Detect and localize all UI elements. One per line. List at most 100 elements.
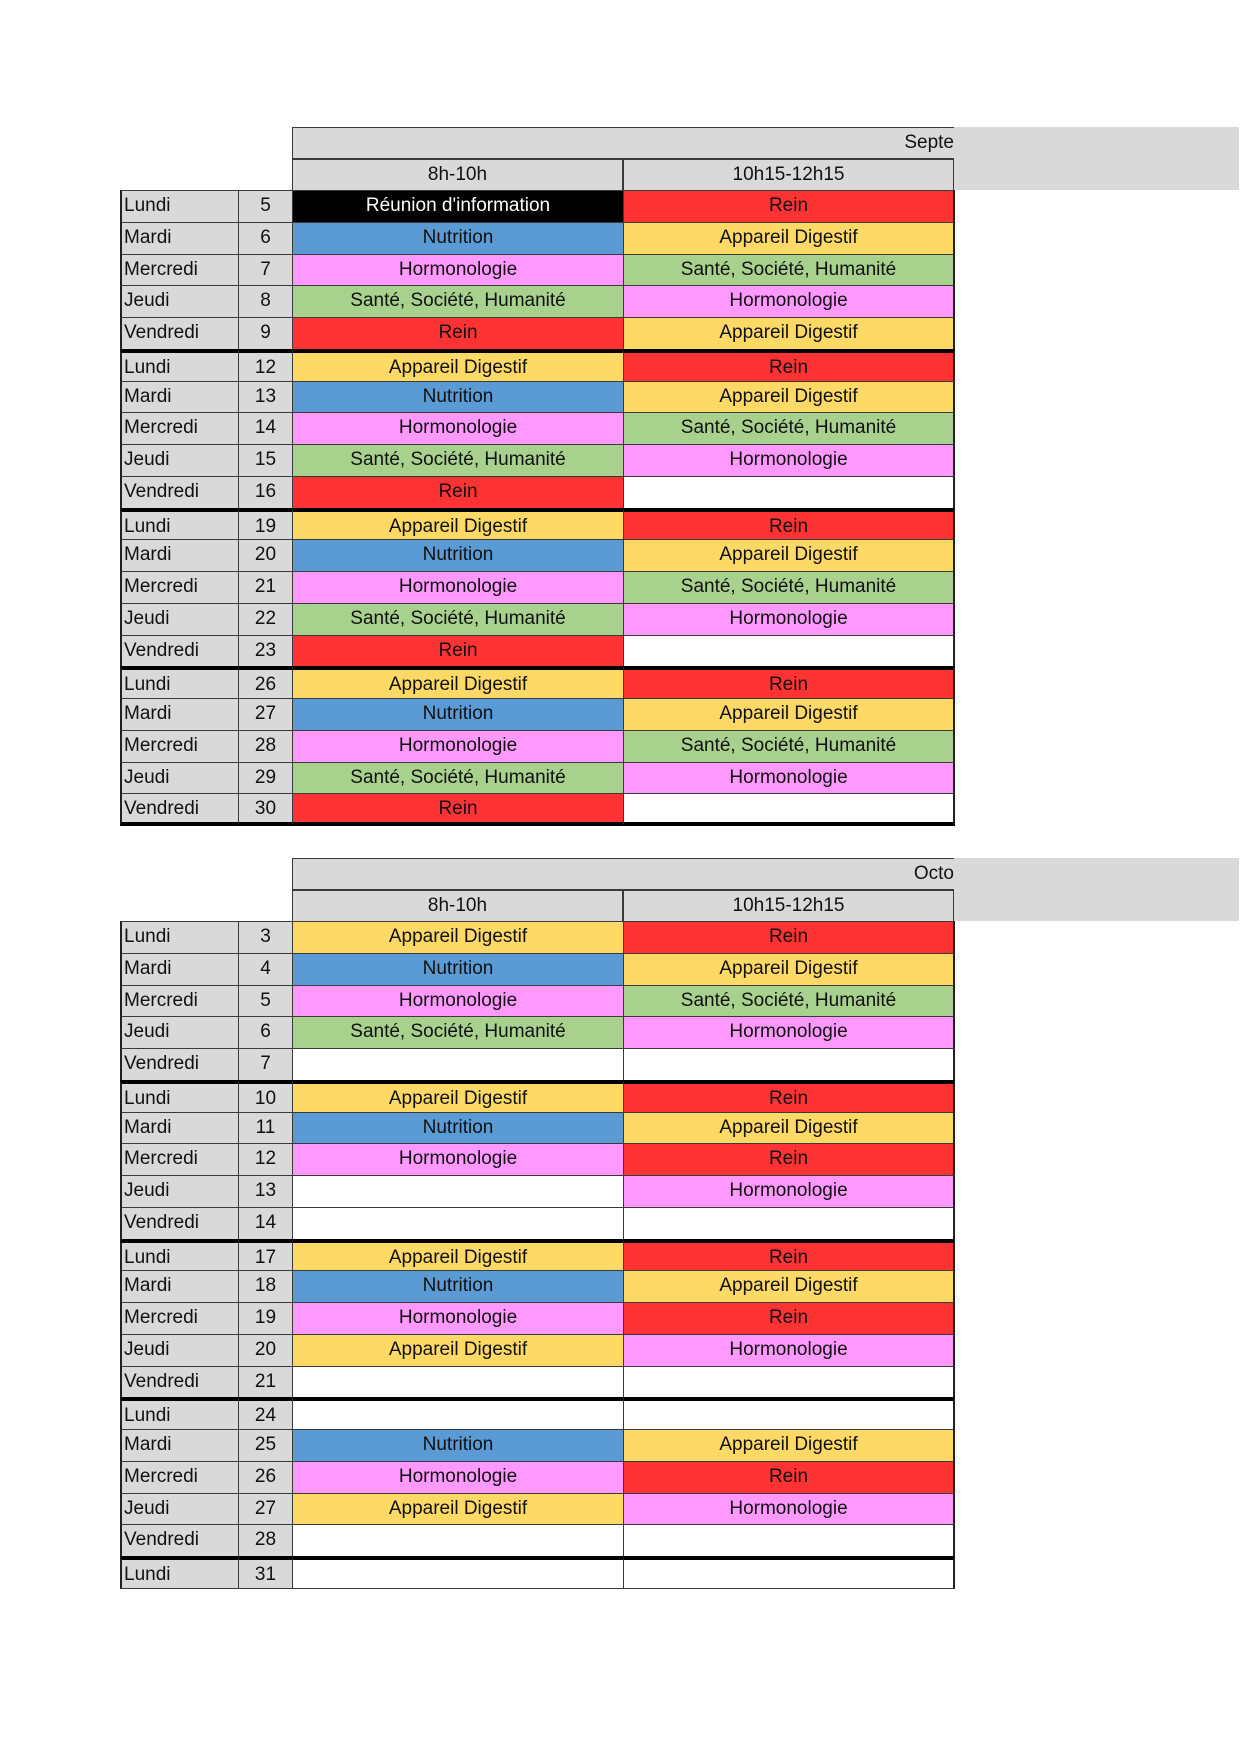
day-number: 3 — [238, 921, 293, 954]
day-name: Jeudi — [120, 761, 239, 795]
course-cell — [623, 634, 955, 668]
course-cell: Appareil Digestif — [623, 221, 955, 255]
day-number: 7 — [238, 253, 293, 287]
course-cell — [623, 1206, 955, 1240]
day-name: Mardi — [120, 698, 239, 731]
course-cell — [292, 1365, 624, 1399]
course-cell: Appareil Digestif — [292, 1333, 624, 1367]
course-cell: Santé, Société, Humanité — [292, 1016, 624, 1049]
course-cell: Santé, Société, Humanité — [292, 444, 624, 477]
course-cell: Appareil Digestif — [292, 507, 624, 541]
day-name: Lundi — [120, 348, 239, 382]
day-name: Jeudi — [120, 1492, 239, 1526]
course-cell: Rein — [292, 475, 624, 509]
course-cell: Hormonologie — [292, 1460, 624, 1494]
day-number: 20 — [238, 1333, 293, 1367]
course-cell: Appareil Digestif — [623, 1429, 955, 1462]
day-name: Mercredi — [120, 1302, 239, 1335]
month-title: Septe — [292, 127, 954, 159]
day-name: Mardi — [120, 1111, 239, 1145]
day-number: 20 — [238, 539, 293, 572]
course-cell: Rein — [623, 507, 955, 541]
day-name: Vendredi — [120, 1524, 239, 1557]
course-cell — [292, 1048, 624, 1081]
course-cell: Santé, Société, Humanité — [623, 729, 955, 763]
course-cell — [292, 1206, 624, 1240]
course-cell: Nutrition — [292, 1111, 624, 1145]
course-cell: Hormonologie — [623, 285, 955, 318]
day-number: 21 — [238, 1365, 293, 1399]
course-cell: Rein — [292, 634, 624, 668]
month-title: Octo — [292, 858, 954, 890]
day-number: 10 — [238, 1079, 293, 1113]
day-number: 7 — [238, 1048, 293, 1081]
day-name: Jeudi — [120, 602, 239, 636]
course-cell: Nutrition — [292, 952, 624, 986]
course-cell: Nutrition — [292, 1429, 624, 1462]
course-cell: Hormonologie — [292, 1302, 624, 1335]
day-name: Lundi — [120, 921, 239, 954]
day-number: 8 — [238, 285, 293, 318]
day-number: 28 — [238, 1524, 293, 1557]
day-name: Vendredi — [120, 1048, 239, 1081]
course-cell: Santé, Société, Humanité — [623, 984, 955, 1018]
day-number: 25 — [238, 1429, 293, 1462]
course-cell: Rein — [623, 1143, 955, 1176]
course-cell: Appareil Digestif — [623, 952, 955, 986]
day-name: Mercredi — [120, 1460, 239, 1494]
course-cell: Rein — [623, 348, 955, 382]
course-cell: Appareil Digestif — [623, 380, 955, 414]
day-number: 27 — [238, 1492, 293, 1526]
header-extension — [954, 858, 1239, 921]
course-cell: Appareil Digestif — [292, 666, 624, 699]
course-cell — [292, 1556, 624, 1589]
course-cell: Santé, Société, Humanité — [292, 285, 624, 318]
course-cell: Hormonologie — [623, 1175, 955, 1208]
course-cell: Rein — [292, 317, 624, 350]
day-name: Jeudi — [120, 1333, 239, 1367]
header-extension — [954, 127, 1239, 190]
course-cell: Appareil Digestif — [623, 698, 955, 731]
course-cell: Santé, Société, Humanité — [623, 253, 955, 287]
day-number: 5 — [238, 190, 293, 223]
course-cell — [292, 1175, 624, 1208]
slot-header: 8h-10h — [292, 159, 623, 191]
course-cell: Rein — [623, 1460, 955, 1494]
course-cell: Appareil Digestif — [623, 1270, 955, 1303]
day-number: 19 — [238, 507, 293, 541]
day-number: 28 — [238, 729, 293, 763]
course-cell: Hormonologie — [292, 412, 624, 445]
day-name: Vendredi — [120, 1206, 239, 1240]
day-name: Lundi — [120, 190, 239, 223]
day-name: Vendredi — [120, 1365, 239, 1399]
day-name: Mercredi — [120, 253, 239, 287]
day-name: Jeudi — [120, 1016, 239, 1049]
day-name: Vendredi — [120, 793, 239, 826]
day-number: 5 — [238, 984, 293, 1018]
day-name: Mercredi — [120, 1143, 239, 1176]
day-number: 31 — [238, 1556, 293, 1589]
day-name: Mardi — [120, 380, 239, 414]
course-cell: Appareil Digestif — [623, 539, 955, 572]
day-number: 23 — [238, 634, 293, 668]
course-cell: Santé, Société, Humanité — [623, 571, 955, 604]
course-cell: Rein — [292, 793, 624, 826]
day-number: 11 — [238, 1111, 293, 1145]
course-cell — [623, 1048, 955, 1081]
course-cell — [623, 1556, 955, 1589]
course-cell: Hormonologie — [292, 729, 624, 763]
course-cell — [623, 475, 955, 509]
course-cell: Rein — [623, 190, 955, 223]
day-number: 4 — [238, 952, 293, 986]
day-name: Mercredi — [120, 571, 239, 604]
day-name: Lundi — [120, 666, 239, 699]
course-cell: Nutrition — [292, 539, 624, 572]
course-cell — [623, 793, 955, 826]
day-number: 18 — [238, 1270, 293, 1303]
day-name: Jeudi — [120, 1175, 239, 1208]
day-number: 17 — [238, 1238, 293, 1272]
day-number: 6 — [238, 221, 293, 255]
course-cell: Santé, Société, Humanité — [292, 761, 624, 795]
day-number: 29 — [238, 761, 293, 795]
day-name: Mercredi — [120, 412, 239, 445]
